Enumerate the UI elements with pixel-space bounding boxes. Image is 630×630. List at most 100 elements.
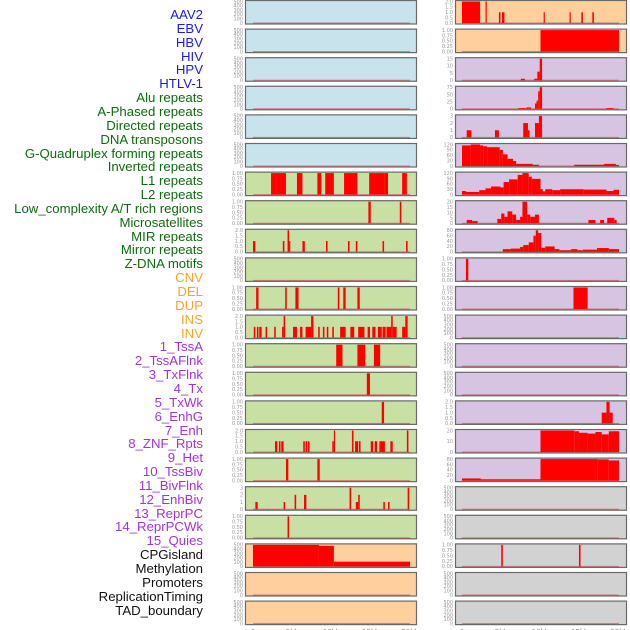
signal-bar — [318, 326, 320, 338]
panel-background — [455, 572, 627, 597]
panel-frame — [244, 28, 418, 54]
signal-bar — [311, 316, 314, 338]
y-tick-label: 1.00 — [442, 543, 453, 549]
signal-bar — [483, 146, 488, 166]
y-tick-label: 0.00 — [232, 221, 243, 227]
y-tick-label: 60 — [447, 153, 453, 159]
signal-bar — [554, 249, 560, 252]
panel-background — [455, 371, 627, 397]
y-tick-label: 0.75 — [232, 376, 243, 382]
signal-bar — [606, 107, 614, 109]
y-tick-label: 0.25 — [232, 187, 243, 193]
y-tick-label: 1.0 — [445, 10, 453, 16]
y-tick-label: 0.50 — [442, 39, 453, 45]
panel-background — [455, 0, 627, 25]
signal-bar — [545, 246, 555, 252]
y-tick-label: 0.25 — [442, 301, 453, 307]
y-tick-label: 400 — [233, 32, 243, 38]
signal-bar — [462, 145, 471, 166]
signal-bar — [600, 219, 605, 224]
signal-bar — [609, 412, 613, 424]
signal-bar — [523, 123, 528, 138]
signal-bar — [542, 191, 546, 195]
signal-bar — [606, 401, 610, 424]
signal-bar — [372, 326, 376, 338]
feature-label: Microsatellites — [119, 214, 203, 230]
signal-bar — [333, 561, 410, 567]
y-tick-label: 200 — [233, 613, 243, 619]
y-tick-label: 0.75 — [232, 462, 243, 468]
track-baseline — [253, 51, 410, 53]
y-tick-label: 5 — [450, 216, 453, 222]
y-tick-label: 0.00 — [232, 536, 243, 542]
y-tick-label: 100 — [233, 74, 243, 80]
y-tick-label: 100 — [443, 360, 453, 366]
y-tick-label: 2 — [450, 121, 453, 127]
panel-background — [455, 314, 627, 340]
panel-frame — [244, 600, 418, 626]
feature-label: ReplicationTiming — [98, 588, 203, 604]
signal-bar — [317, 173, 322, 195]
y-tick-label: 1.5 — [235, 434, 243, 440]
y-tick-label: 0.5 — [445, 15, 453, 21]
y-tick-label: 10 — [447, 210, 453, 216]
panel-frame — [244, 400, 418, 425]
right-track-panel: 0 10 20 — [447, 428, 628, 456]
y-tick-label: 10 — [447, 64, 453, 70]
panel-frame — [244, 371, 418, 397]
y-tick-label: 0.50 — [232, 468, 243, 474]
y-tick-label: 300 — [233, 580, 243, 586]
signal-bar — [358, 326, 365, 338]
panel-frame — [454, 28, 628, 54]
track-baseline — [253, 537, 410, 539]
signal-bar — [559, 250, 572, 252]
signal-bar — [370, 441, 374, 452]
signal-bar — [507, 211, 513, 224]
signal-bar — [608, 249, 619, 252]
x-tick-label: 20kb — [401, 628, 419, 630]
signal-bar — [466, 130, 472, 138]
y-tick-label: 0.00 — [442, 564, 453, 570]
y-tick-label: 60 — [447, 182, 453, 188]
y-tick-label: 1.00 — [232, 200, 243, 206]
signal-bar — [318, 545, 334, 567]
feature-label: 4_Tx — [173, 380, 203, 396]
y-tick-label: 10 — [447, 439, 453, 445]
track-baseline — [253, 337, 410, 339]
signal-bar — [326, 326, 329, 338]
feature-label: INV — [181, 325, 203, 341]
track-baseline — [253, 79, 410, 82]
y-tick-label: 400 — [233, 89, 243, 95]
y-tick-label: 100 — [443, 589, 453, 595]
y-tick-label: 500 — [233, 85, 243, 91]
signal-bar — [538, 232, 542, 252]
panel-frame — [454, 285, 628, 311]
signal-bar — [613, 189, 619, 195]
signal-bar — [595, 432, 602, 452]
feature-label: Directed repeats — [106, 117, 203, 133]
signal-bar — [588, 219, 596, 224]
y-tick-label: 200 — [443, 498, 453, 504]
panel-frame — [454, 142, 628, 168]
signal-bar — [369, 173, 385, 195]
signal-bar — [343, 287, 346, 309]
signal-bar — [282, 241, 285, 252]
y-tick-label: 100 — [233, 274, 243, 280]
feature-label: Alu repeats — [136, 90, 203, 106]
track-baseline — [462, 422, 619, 425]
y-tick-label: 300 — [233, 609, 243, 615]
panel-frame — [244, 171, 418, 197]
y-tick-label: 40 — [447, 239, 453, 245]
signal-bar — [552, 190, 561, 195]
left-track-panel: 0.000.250.500.751.00 — [232, 171, 418, 198]
y-tick-label: 300 — [233, 94, 243, 100]
y-tick-label: 200 — [233, 12, 243, 18]
y-tick-label: 5 — [450, 71, 453, 77]
x-tick-label: 5kb — [495, 628, 509, 630]
panel-frame — [454, 371, 628, 397]
signal-bar — [307, 326, 312, 338]
feature-label: 11_BivFlnk — [138, 477, 203, 493]
